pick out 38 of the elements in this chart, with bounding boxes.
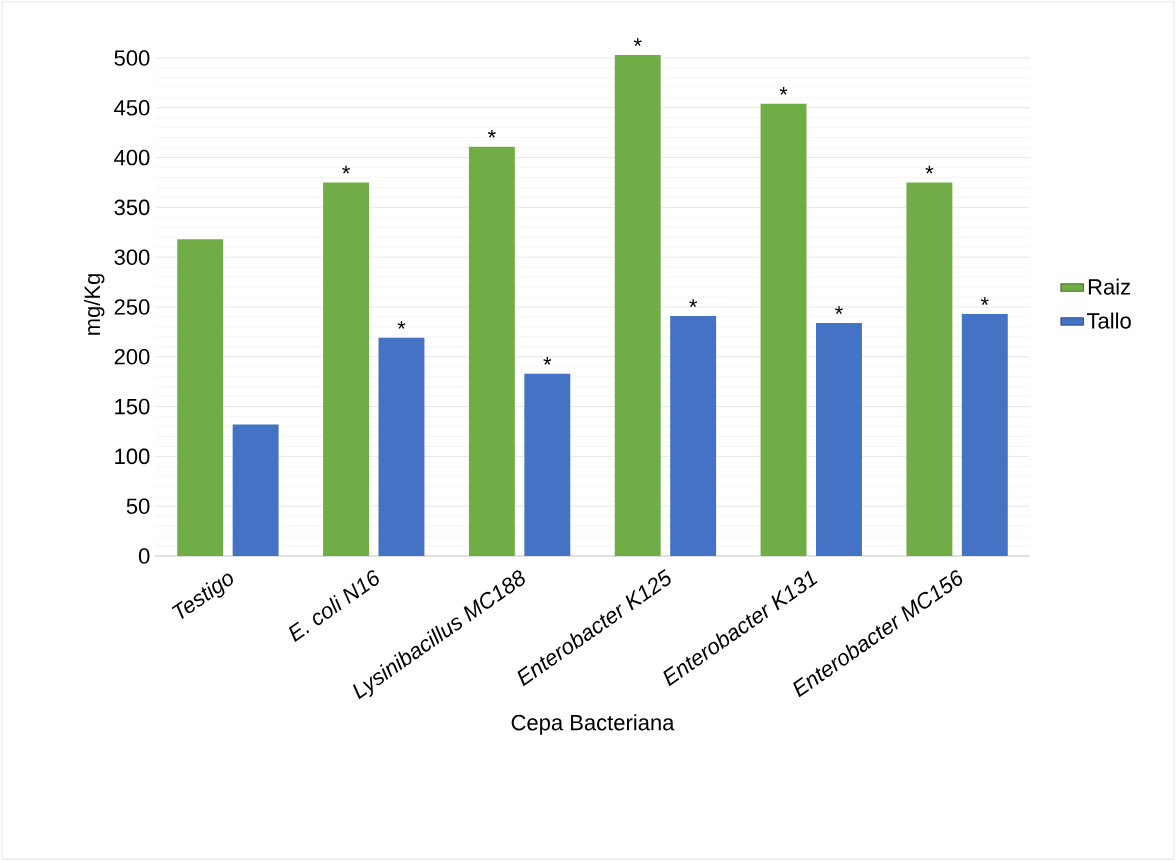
annotation: *: [342, 165, 350, 174]
y-tick-label: 100: [115, 448, 150, 465]
bar: [906, 182, 953, 556]
bar: [614, 54, 661, 556]
annotation: *: [980, 297, 989, 305]
annotation: *: [689, 299, 698, 307]
bar: [524, 373, 571, 556]
y-tick-label: 400: [114, 149, 150, 166]
y-tick-label: 250: [114, 299, 150, 315]
annotation: *: [397, 321, 406, 329]
bar: [378, 337, 425, 556]
bar: [760, 103, 807, 556]
y-tick-label: 50: [126, 498, 150, 514]
y-tick-label: 300: [114, 249, 150, 265]
x-tick-label: E. coli N16: [288, 570, 379, 642]
bar: [816, 322, 862, 556]
bar: [670, 315, 717, 556]
y-tick-label: 0: [138, 548, 150, 564]
bar: [323, 182, 370, 556]
bar: [177, 239, 224, 556]
legend-label: Raiz: [1088, 278, 1131, 295]
y-tick-label: 150: [115, 398, 150, 415]
bar: [961, 313, 1008, 556]
y-tick-label: 500: [114, 50, 150, 66]
x-axis-title: Cepa Bacteriana: [511, 714, 675, 735]
annotation: *: [925, 165, 934, 174]
legend-label: Tallo: [1086, 312, 1131, 329]
annotation: *: [633, 38, 642, 46]
y-tick-label: 450: [114, 99, 150, 116]
bar: [232, 424, 279, 556]
annotation: *: [835, 306, 843, 314]
bar: [468, 146, 515, 556]
annotation: *: [487, 129, 496, 138]
y-axis-title: mg/Kg: [83, 274, 105, 335]
annotation: *: [779, 87, 788, 95]
annotation: *: [543, 356, 552, 365]
y-tick-label: 350: [114, 199, 150, 216]
y-tick-label: 200: [114, 349, 150, 365]
